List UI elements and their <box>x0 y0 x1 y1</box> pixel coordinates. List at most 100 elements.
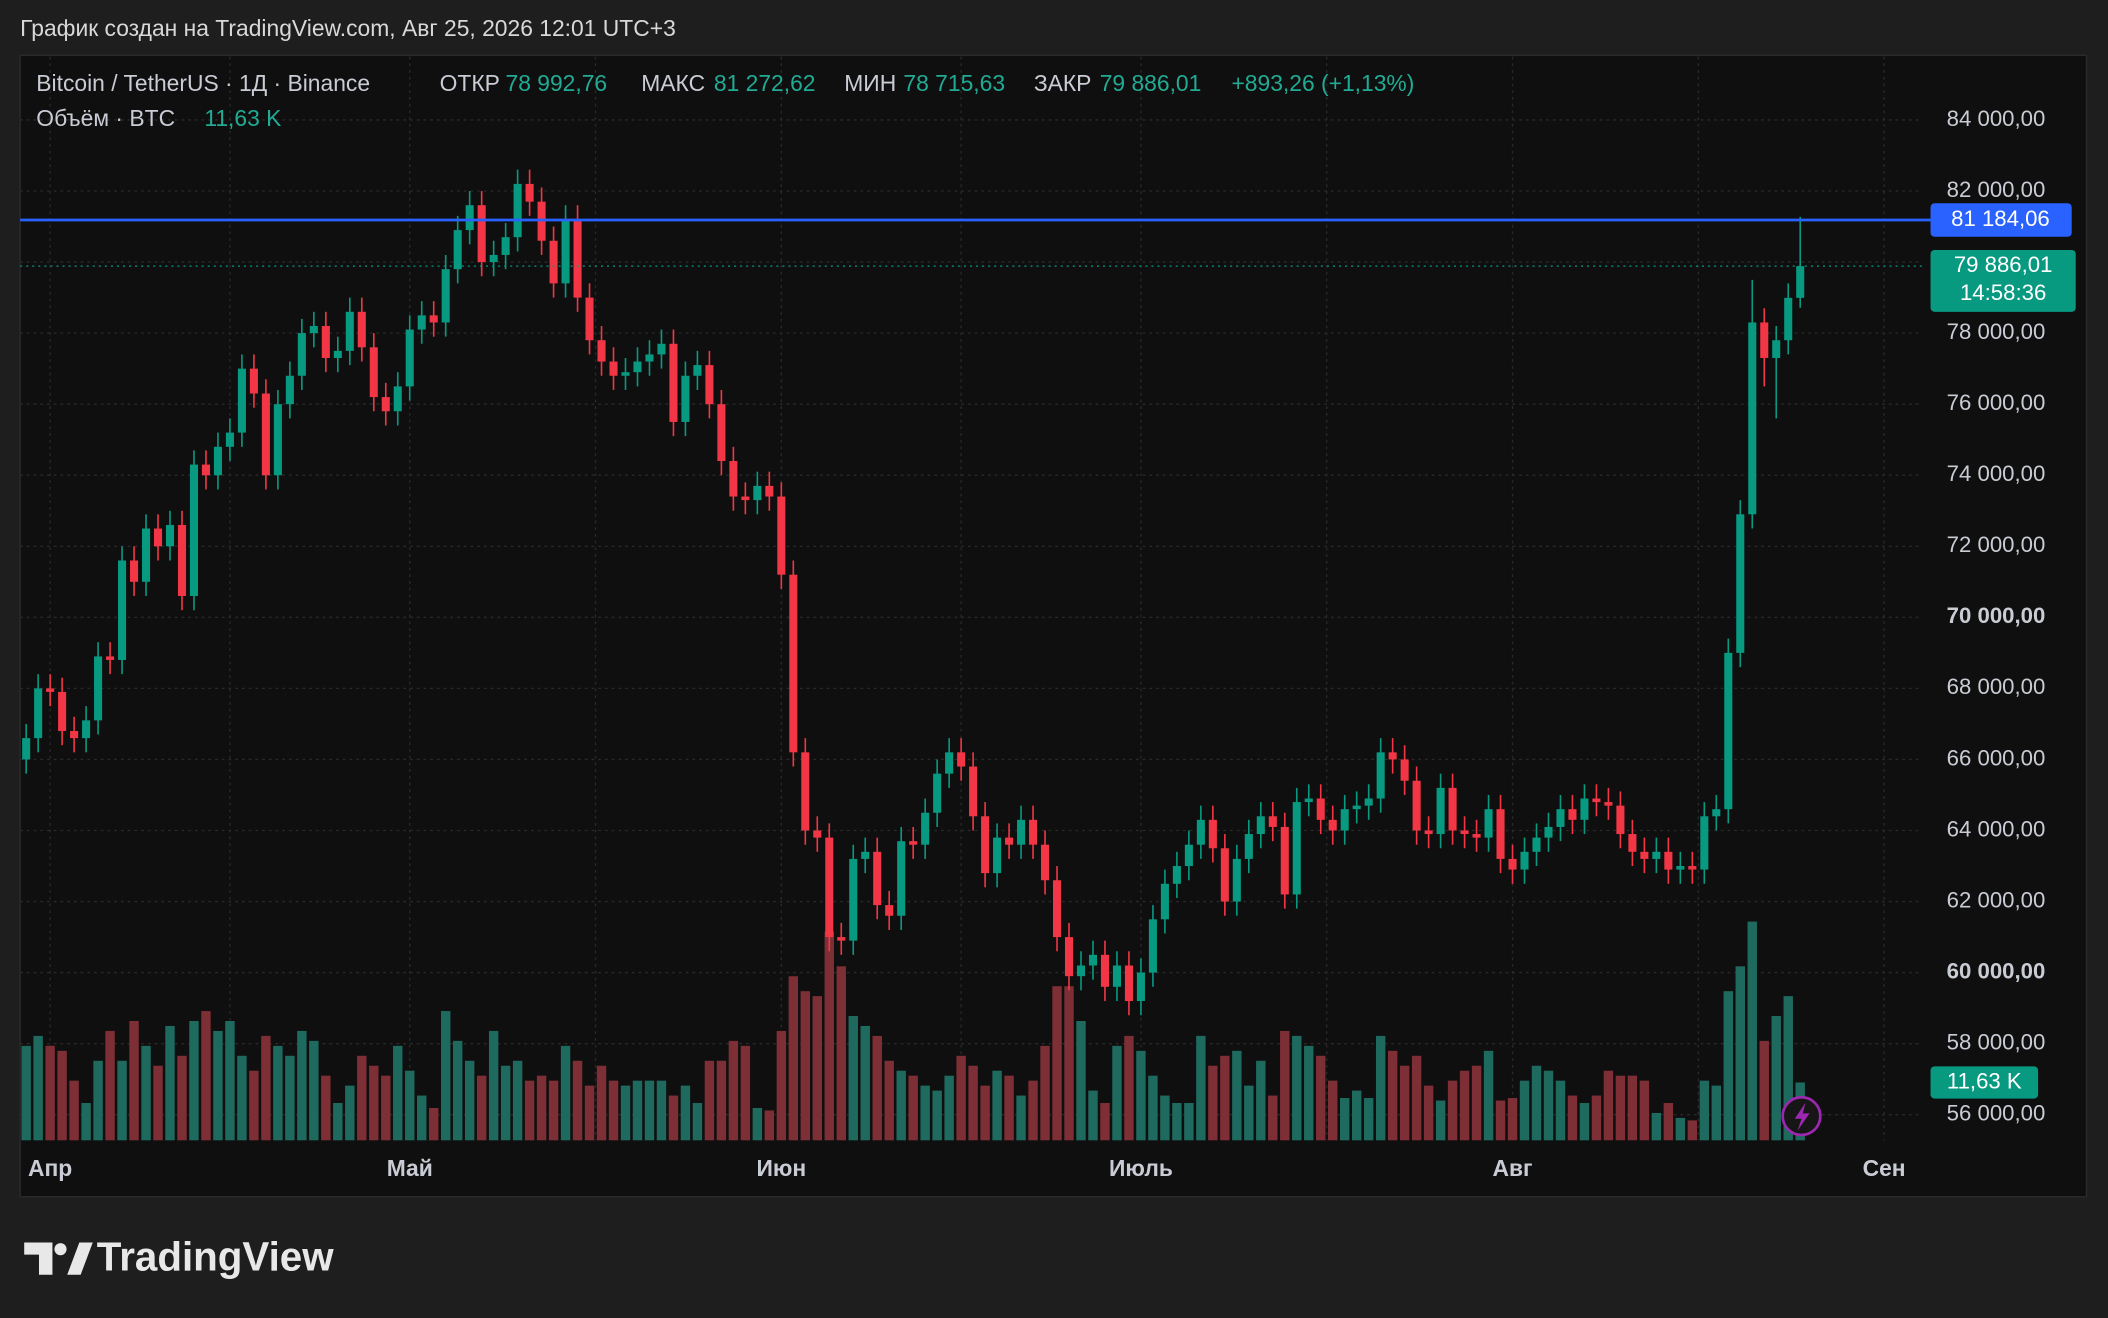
volume-bar <box>704 1060 715 1141</box>
x-tick-label: Апр <box>28 1155 72 1181</box>
volume-bar <box>1184 1103 1194 1141</box>
last-price-label: 79 886,01 <box>1954 252 2053 277</box>
candle-body <box>1388 752 1397 760</box>
volume-bar <box>417 1095 427 1141</box>
volume-bar <box>596 1065 607 1141</box>
volume-bar <box>692 1103 703 1141</box>
candle-body <box>849 858 858 941</box>
volume-bar <box>1639 1080 1650 1141</box>
candle-body <box>118 560 127 660</box>
candle-body <box>669 343 678 422</box>
volume-bar <box>1651 1112 1662 1141</box>
candle-body <box>1736 514 1745 653</box>
volume-bar <box>1579 1103 1590 1141</box>
volume-bar <box>1723 991 1733 1141</box>
grid <box>20 56 1923 1141</box>
x-tick-label: Июн <box>756 1155 806 1181</box>
volume-bar <box>1687 1120 1698 1141</box>
x-tick-label: Май <box>387 1155 433 1181</box>
volume-bar <box>1567 1095 1578 1141</box>
volume-bar <box>1735 966 1745 1141</box>
candle-body <box>453 230 462 270</box>
candle-body <box>1676 866 1685 870</box>
volume-bar <box>548 1080 559 1141</box>
y-tick-label: 84 000,00 <box>1947 106 2046 131</box>
candle-body <box>993 837 1002 874</box>
candle-body <box>417 315 426 330</box>
volume-bar <box>1615 1075 1626 1141</box>
volume-bar <box>1160 1095 1170 1141</box>
candle-body <box>1244 834 1253 859</box>
candle-body <box>58 691 67 732</box>
volume-bar <box>177 1055 187 1141</box>
x-tick-label: Авг <box>1492 1155 1532 1181</box>
candle-body <box>705 365 714 405</box>
candle-body <box>1232 858 1241 902</box>
candle-body <box>1640 851 1649 859</box>
volume-bar <box>1112 1045 1122 1141</box>
volume-bar <box>968 1065 978 1141</box>
volume-bar <box>1543 1070 1554 1141</box>
volume-bar <box>33 1035 43 1141</box>
volume-bar <box>1052 986 1062 1141</box>
candle-body <box>1005 837 1014 845</box>
volume-bar <box>1531 1065 1542 1141</box>
candle-body <box>501 237 510 255</box>
candle-body <box>573 219 582 298</box>
candle-body <box>1160 883 1169 920</box>
volume-bar <box>572 1060 583 1141</box>
price-line-label: 81 184,06 <box>1951 206 2050 231</box>
candle-body <box>46 688 55 692</box>
candle-body <box>1592 798 1601 803</box>
volume-bar <box>369 1065 379 1141</box>
candle-body <box>1652 851 1661 859</box>
volume-bar <box>1280 1030 1290 1141</box>
candle-body <box>897 841 906 916</box>
volume-bar <box>1351 1090 1362 1141</box>
candle-body <box>381 397 390 412</box>
volume-bar <box>452 1040 463 1141</box>
candle-body <box>477 205 486 263</box>
candle-body <box>22 738 31 760</box>
candle-body <box>1520 851 1529 870</box>
candle-body <box>106 656 115 660</box>
volume-bar <box>632 1080 643 1141</box>
volume-bar <box>21 1045 31 1141</box>
candle-body <box>921 812 930 845</box>
volume-bar <box>297 1030 307 1141</box>
y-tick-label: 58 000,00 <box>1947 1030 2046 1055</box>
y-tick-label: 64 000,00 <box>1947 816 2046 841</box>
y-tick-label: 78 000,00 <box>1947 319 2046 344</box>
candle-body <box>765 485 774 497</box>
volume-bar <box>1399 1065 1410 1141</box>
volume-bar <box>225 1020 235 1141</box>
y-tick-label: 70 000,00 <box>1947 603 2046 628</box>
header: График создан на TradingView.com, Авг 25… <box>20 15 676 41</box>
candle-body <box>273 404 282 476</box>
legend-high: 81 272,62 <box>714 70 816 96</box>
volume-bar <box>1328 1080 1338 1141</box>
candle-body <box>333 350 342 358</box>
candle-body <box>225 432 234 447</box>
candle-body <box>1052 880 1062 938</box>
volume-bar <box>848 1016 858 1141</box>
volume-bar <box>1292 1035 1302 1141</box>
y-tick-label: 66 000,00 <box>1947 745 2046 770</box>
candle-body <box>549 240 558 284</box>
last-price-box <box>1930 249 2076 312</box>
logo-icon-dot <box>54 1243 67 1256</box>
alert-icon[interactable] <box>1781 1095 1822 1137</box>
volume-bar <box>309 1040 319 1141</box>
candle-body <box>1316 798 1325 820</box>
candle-body <box>1580 798 1589 820</box>
candle-body <box>753 485 762 501</box>
volume-box <box>1930 1066 2039 1099</box>
candle-body <box>1280 826 1289 895</box>
volume-bar <box>1387 1050 1398 1141</box>
volume-bar <box>740 1045 751 1141</box>
candle-body <box>1496 809 1505 859</box>
volume-bar <box>321 1075 331 1141</box>
volume-bar <box>1124 1035 1134 1141</box>
candle-body <box>1424 830 1433 835</box>
candle-body <box>561 219 570 284</box>
